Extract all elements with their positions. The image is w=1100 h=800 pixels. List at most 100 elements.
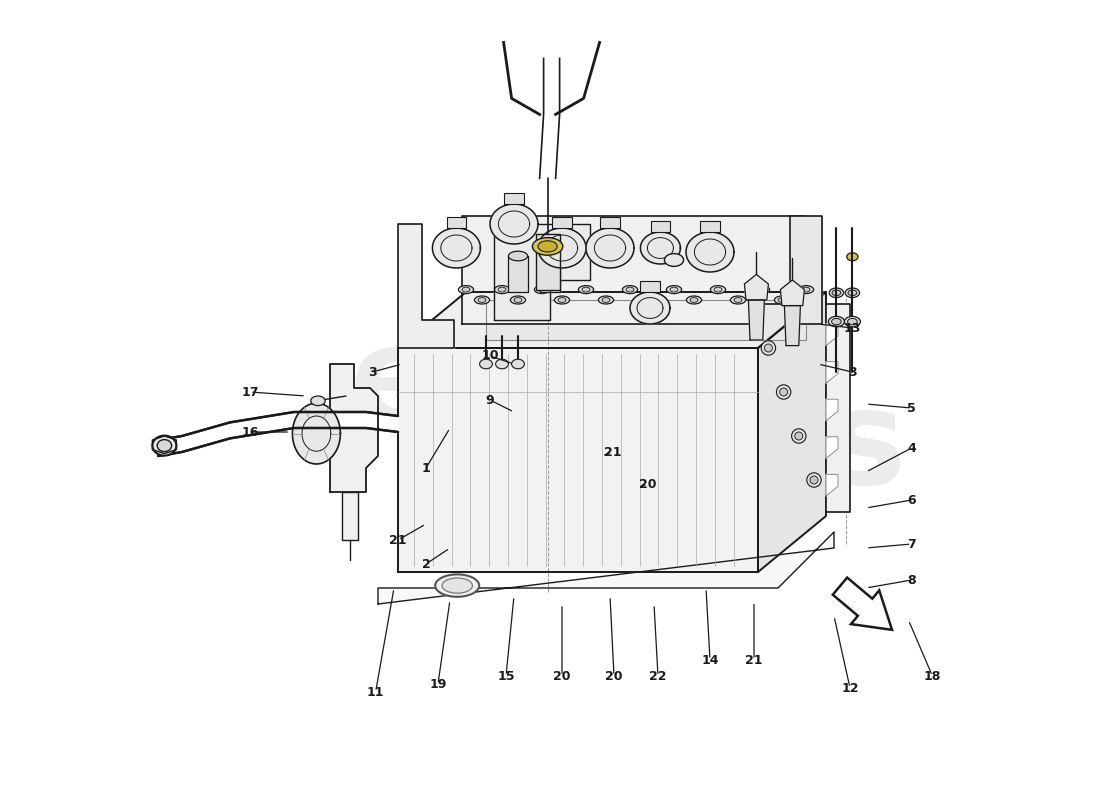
Polygon shape bbox=[630, 292, 670, 324]
Ellipse shape bbox=[792, 429, 806, 443]
Text: 10: 10 bbox=[482, 350, 498, 362]
Ellipse shape bbox=[686, 296, 702, 304]
Polygon shape bbox=[826, 437, 838, 458]
Ellipse shape bbox=[579, 286, 594, 294]
Polygon shape bbox=[398, 292, 826, 348]
Ellipse shape bbox=[670, 287, 678, 292]
Ellipse shape bbox=[845, 288, 859, 298]
Text: 4: 4 bbox=[908, 442, 916, 454]
Ellipse shape bbox=[664, 254, 683, 266]
Ellipse shape bbox=[442, 578, 472, 594]
Polygon shape bbox=[833, 578, 892, 630]
Text: es: es bbox=[738, 385, 906, 511]
Text: europ: europ bbox=[349, 321, 783, 447]
Text: 16: 16 bbox=[241, 426, 258, 438]
Text: 3: 3 bbox=[368, 366, 376, 378]
Polygon shape bbox=[784, 306, 801, 346]
Text: 2: 2 bbox=[421, 558, 430, 570]
Ellipse shape bbox=[758, 287, 766, 292]
Polygon shape bbox=[758, 292, 826, 572]
Ellipse shape bbox=[795, 432, 803, 440]
Polygon shape bbox=[153, 436, 176, 454]
Ellipse shape bbox=[847, 253, 858, 261]
Ellipse shape bbox=[764, 344, 772, 352]
Text: 11: 11 bbox=[366, 686, 384, 698]
Ellipse shape bbox=[848, 290, 857, 296]
Polygon shape bbox=[826, 304, 850, 512]
Ellipse shape bbox=[806, 473, 822, 487]
Polygon shape bbox=[378, 532, 834, 604]
Ellipse shape bbox=[538, 241, 558, 252]
Ellipse shape bbox=[598, 296, 614, 304]
Polygon shape bbox=[780, 280, 804, 306]
Polygon shape bbox=[745, 274, 769, 300]
Text: 18: 18 bbox=[924, 670, 942, 682]
Ellipse shape bbox=[478, 298, 486, 302]
Text: a passion: a passion bbox=[416, 534, 548, 562]
Ellipse shape bbox=[436, 574, 480, 597]
Text: 20: 20 bbox=[605, 670, 623, 682]
Ellipse shape bbox=[755, 286, 770, 294]
Text: 15: 15 bbox=[497, 670, 515, 682]
Polygon shape bbox=[826, 474, 838, 496]
Ellipse shape bbox=[848, 318, 857, 325]
Polygon shape bbox=[586, 228, 634, 268]
Text: 13: 13 bbox=[844, 322, 861, 334]
Text: 6: 6 bbox=[908, 494, 916, 506]
Ellipse shape bbox=[623, 286, 638, 294]
Ellipse shape bbox=[508, 251, 528, 261]
Ellipse shape bbox=[780, 388, 788, 396]
Ellipse shape bbox=[498, 287, 506, 292]
Bar bbox=[651, 221, 670, 232]
Polygon shape bbox=[342, 492, 358, 540]
Text: 8: 8 bbox=[908, 574, 916, 586]
Polygon shape bbox=[686, 232, 734, 272]
Text: 14: 14 bbox=[702, 654, 718, 666]
Polygon shape bbox=[540, 256, 560, 292]
Ellipse shape bbox=[153, 435, 176, 456]
Ellipse shape bbox=[311, 396, 326, 406]
Bar bbox=[505, 193, 524, 204]
Ellipse shape bbox=[582, 287, 590, 292]
Ellipse shape bbox=[538, 287, 546, 292]
Ellipse shape bbox=[711, 286, 726, 294]
Polygon shape bbox=[536, 234, 560, 290]
Text: 21: 21 bbox=[389, 534, 407, 546]
Ellipse shape bbox=[496, 359, 508, 369]
Polygon shape bbox=[486, 300, 806, 340]
Ellipse shape bbox=[157, 440, 172, 451]
Polygon shape bbox=[293, 403, 340, 464]
Text: 9: 9 bbox=[486, 394, 494, 406]
Polygon shape bbox=[330, 364, 378, 492]
Ellipse shape bbox=[667, 286, 682, 294]
Ellipse shape bbox=[832, 290, 840, 296]
Ellipse shape bbox=[802, 287, 810, 292]
Text: 20: 20 bbox=[553, 670, 571, 682]
Polygon shape bbox=[432, 228, 481, 268]
Ellipse shape bbox=[532, 238, 563, 255]
Polygon shape bbox=[826, 362, 838, 383]
Polygon shape bbox=[398, 348, 758, 572]
Ellipse shape bbox=[690, 298, 698, 302]
Polygon shape bbox=[748, 300, 764, 340]
Bar bbox=[640, 281, 660, 292]
Polygon shape bbox=[490, 204, 538, 244]
Ellipse shape bbox=[799, 286, 814, 294]
Polygon shape bbox=[494, 224, 590, 320]
Ellipse shape bbox=[778, 298, 786, 302]
Polygon shape bbox=[826, 324, 838, 346]
Ellipse shape bbox=[540, 251, 560, 261]
Ellipse shape bbox=[845, 316, 860, 326]
Text: 17: 17 bbox=[241, 386, 258, 398]
Text: 21: 21 bbox=[746, 654, 762, 666]
Ellipse shape bbox=[558, 298, 566, 302]
Ellipse shape bbox=[774, 296, 790, 304]
Ellipse shape bbox=[832, 318, 842, 325]
Ellipse shape bbox=[554, 296, 570, 304]
Ellipse shape bbox=[730, 296, 746, 304]
Ellipse shape bbox=[514, 298, 522, 302]
Text: 7: 7 bbox=[908, 538, 916, 550]
Bar bbox=[601, 217, 619, 228]
Polygon shape bbox=[398, 224, 454, 348]
Ellipse shape bbox=[761, 341, 776, 355]
